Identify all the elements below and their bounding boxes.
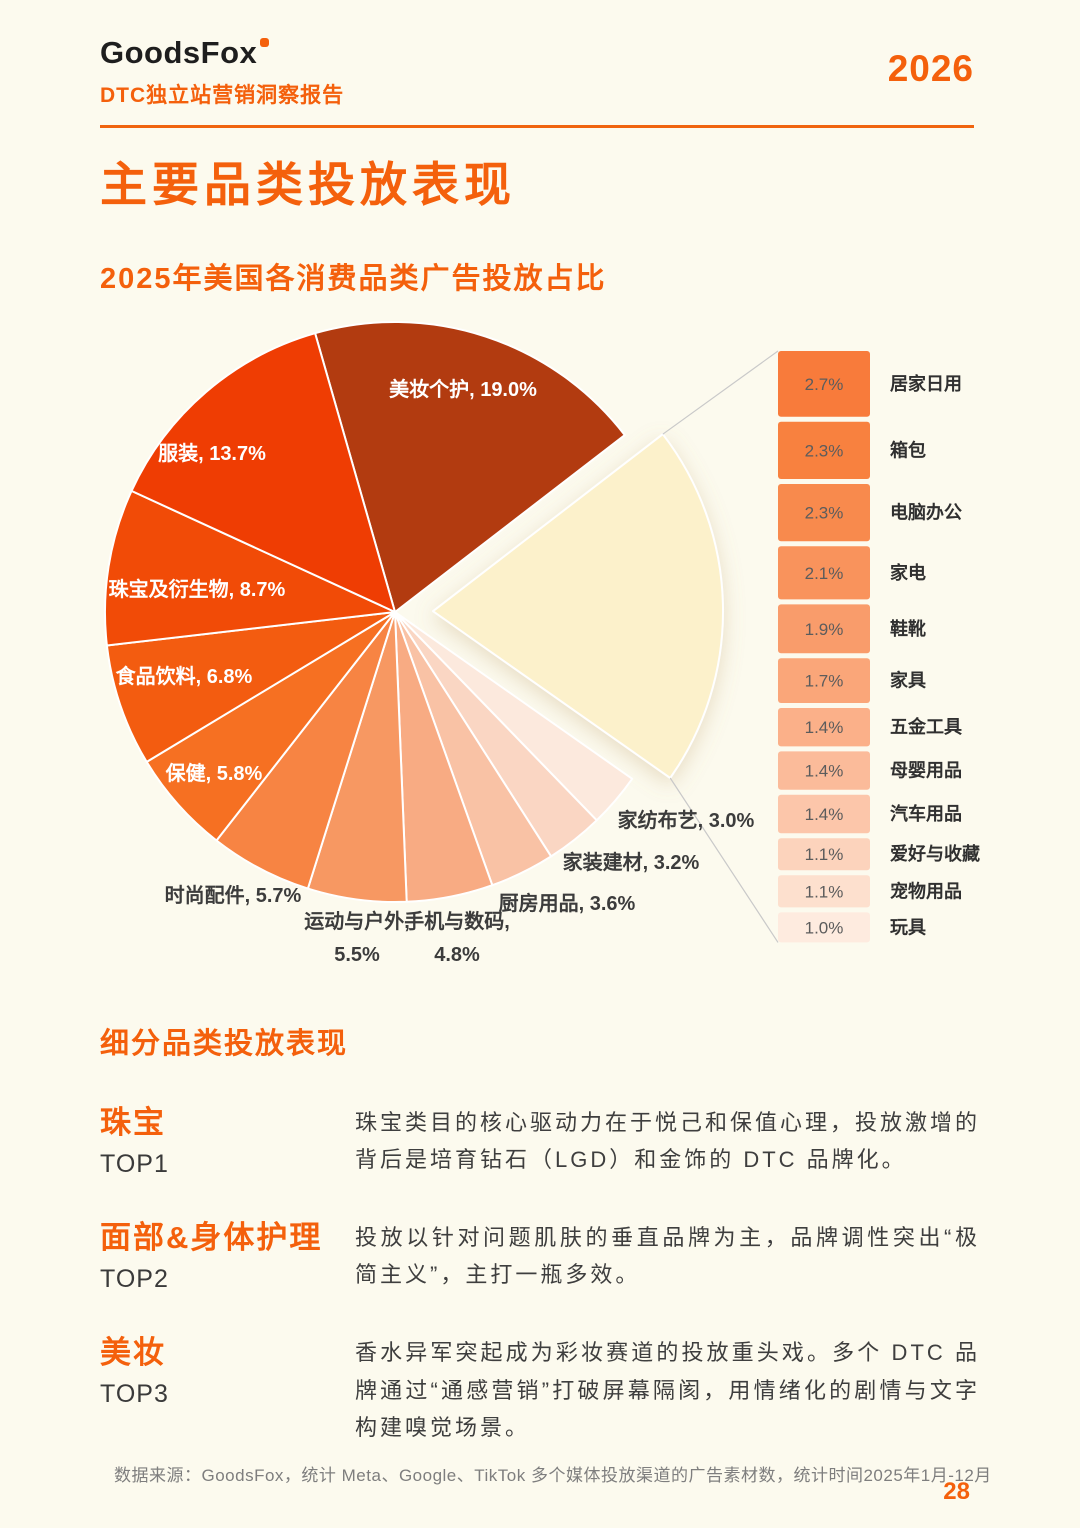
row-left: 美妆 TOP3	[100, 1334, 355, 1446]
header: GoodsFox DTC独立站营销洞察报告 2026	[0, 0, 1080, 109]
pie-slice-食品饮料	[105, 610, 396, 763]
legend-value: 1.4%	[805, 718, 844, 737]
slice-label: 保健, 5.8%	[165, 761, 263, 785]
legend-value: 1.0%	[805, 918, 844, 937]
legend-swatch-居家日用	[778, 350, 870, 417]
pie-slice-珠宝及衍生物	[104, 489, 396, 647]
row-left: 珠宝 TOP1	[100, 1104, 355, 1179]
legend-label: 爱好与收藏	[890, 843, 980, 864]
legend-label: 居家日用	[890, 373, 962, 394]
section-rows: 珠宝 TOP1 珠宝类目的核心驱动力在于悦己和保值心理，投放激增的背后是培育钻石…	[100, 1104, 980, 1447]
legend-value: 1.1%	[805, 845, 844, 864]
slice-label: 时尚配件, 5.7%	[165, 883, 302, 907]
legend-label: 家具	[890, 670, 926, 691]
report-year: 2026	[887, 48, 974, 89]
category-pie-chart: 2.7% 居家日用 2.3% 箱包 2.3% 电脑办公 2.1% 家电 1.9% 鞋靴 1.7% 家具…	[0, 299, 1080, 971]
section-row-jewelry: 珠宝 TOP1 珠宝类目的核心驱动力在于悦己和保值心理，投放激增的背后是培育钻石…	[100, 1104, 980, 1179]
section-row-beauty: 美妆 TOP3 香水异军突起成为彩妆赛道的投放重头戏。多个 DTC 品牌通过“通…	[100, 1334, 980, 1446]
slice-label: 食品饮料, 6.8%	[116, 664, 253, 688]
category-name: 美妆	[100, 1335, 166, 1371]
slice-label: 服装, 13.7%	[158, 441, 266, 465]
slice-label: 厨房用品, 3.6%	[499, 891, 636, 915]
slice-label: 4.8%	[434, 944, 480, 966]
legend-label: 宠物用品	[890, 880, 962, 901]
legend-swatch-五金工具	[778, 707, 870, 747]
legend-label: 母婴用品	[890, 761, 962, 781]
legend-label: 五金工具	[890, 716, 962, 737]
legend-connector-bottom	[669, 777, 779, 943]
legend-label: 家电	[890, 562, 926, 583]
header-left: GoodsFox DTC独立站营销洞察报告	[100, 35, 345, 109]
legend-swatch-爱好与收藏	[778, 838, 870, 871]
source-note: 数据来源：GoodsFox，统计 Meta、Google、TikTok 多个媒体…	[114, 1466, 992, 1485]
page-title: 主要品类投放表现	[100, 158, 516, 212]
legend-value: 2.7%	[805, 375, 844, 394]
legend-label: 鞋靴	[890, 618, 926, 639]
category-rank: TOP1	[100, 1149, 169, 1178]
logo-mark-icon	[260, 38, 270, 47]
slice-label: 珠宝及衍生物, 8.7%	[109, 577, 286, 601]
legend-swatch-家具	[778, 658, 870, 703]
legend-value: 1.4%	[805, 762, 844, 781]
logo-text: GoodsFox	[100, 35, 258, 70]
pie-chart-svg: 2.7% 居家日用 2.3% 箱包 2.3% 电脑办公 2.1% 家电 1.9% 鞋靴 1.7% 家具…	[104, 320, 980, 966]
subcategory-section: 细分品类投放表现 珠宝 TOP1 珠宝类目的核心驱动力在于悦己和保值心理，投放激…	[0, 1027, 1080, 1446]
report-subtitle: DTC独立站营销洞察报告	[100, 84, 345, 108]
legend-swatch-箱包	[778, 421, 870, 479]
category-rank: TOP3	[100, 1380, 169, 1409]
category-description: 投放以针对问题肌肤的垂直品牌为主，品牌调性突出“极简主义”，主打一瓶多效。	[355, 1224, 980, 1288]
pie-slice-服装	[130, 332, 396, 613]
slice-label: 家纺布艺, 3.0%	[618, 808, 755, 832]
legend-value: 2.1%	[805, 564, 844, 583]
legend-label: 箱包	[890, 439, 926, 460]
goodsfox-logo: GoodsFox	[100, 35, 344, 70]
legend-value: 2.3%	[805, 441, 844, 460]
page-number: 28	[943, 1478, 970, 1505]
legend-label: 汽车用品	[890, 803, 962, 824]
slice-label: 运动与户外,	[304, 909, 410, 933]
legend-value: 1.9%	[805, 620, 844, 639]
row-left: 面部&身体护理 TOP2	[100, 1219, 355, 1294]
legend-swatch-鞋靴	[778, 604, 870, 654]
slice-label: 5.5%	[334, 944, 380, 966]
legend-swatch-家电	[778, 546, 870, 600]
category-description: 珠宝类目的核心驱动力在于悦己和保值心理，投放激增的背后是培育钻石（LGD）和金饰…	[355, 1109, 981, 1173]
chart-title: 2025年美国各消费品类广告投放占比	[100, 263, 607, 296]
slice-label: 美妆个护, 19.0%	[389, 377, 537, 401]
legend-swatch-汽车用品	[778, 794, 870, 834]
legend-label: 电脑办公	[890, 502, 962, 523]
category-name: 面部&身体护理	[100, 1219, 323, 1255]
slice-label: 家装建材, 3.2%	[563, 850, 700, 874]
pie-slice-美妆个护	[314, 320, 626, 613]
header-divider	[100, 125, 974, 129]
legend-value: 1.4%	[805, 805, 844, 824]
section-title: 细分品类投放表现	[100, 1027, 349, 1060]
legend-connector-top	[662, 350, 779, 435]
legend-value: 1.7%	[805, 672, 844, 691]
legend-value: 1.1%	[805, 882, 844, 901]
legend-swatch-玩具	[778, 912, 870, 943]
slice-label: 手机与数码,	[404, 909, 510, 933]
category-rank: TOP2	[100, 1265, 169, 1294]
legend-swatch-电脑办公	[778, 483, 870, 542]
legend-swatch-宠物用品	[778, 875, 870, 908]
pie-slice-other-group	[432, 433, 724, 779]
category-name: 珠宝	[100, 1104, 166, 1140]
category-description: 香水异军突起成为彩妆赛道的投放重头戏。多个 DTC 品牌通过“通感营销”打破屏幕…	[355, 1340, 980, 1440]
legend-value: 2.3%	[805, 504, 844, 523]
legend-swatch-母婴用品	[778, 751, 870, 790]
section-row-face-body-care: 面部&身体护理 TOP2 投放以针对问题肌肤的垂直品牌为主，品牌调性突出“极简主…	[100, 1219, 980, 1294]
legend-label: 玩具	[890, 917, 926, 937]
